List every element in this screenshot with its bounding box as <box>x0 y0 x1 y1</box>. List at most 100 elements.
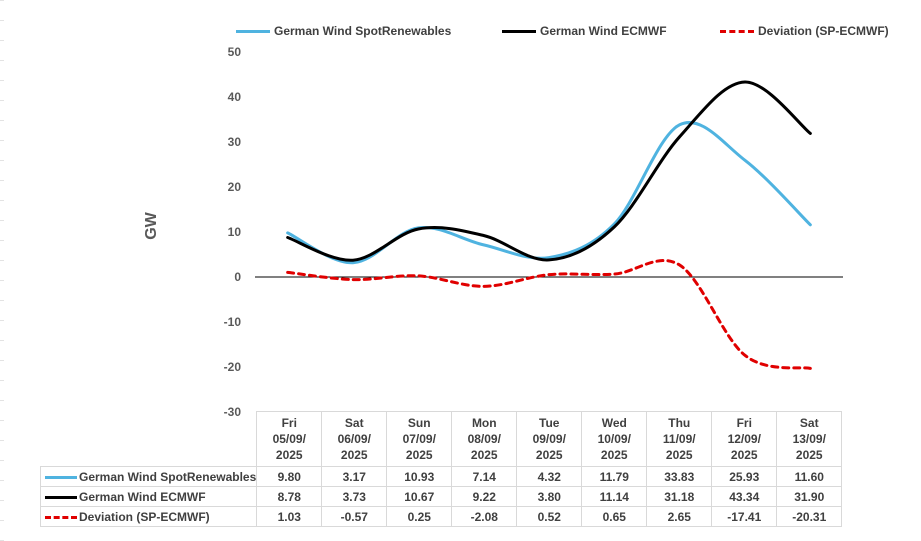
legend-item-ecmwf: German Wind ECMWF <box>502 24 667 38</box>
legend-swatch-ecmwf <box>502 29 536 33</box>
x-tick-label-line: 2025 <box>275 448 303 462</box>
table-row-label: German Wind SpotRenewables <box>39 466 258 487</box>
x-tick-label-line: 11/09/ <box>662 432 696 446</box>
legend-label-deviation: Deviation (SP-ECMWF) <box>758 24 889 38</box>
data-label: 11.79 <box>581 466 648 487</box>
table-row-label: Deviation (SP-ECMWF) <box>39 506 258 527</box>
x-tick-label-line: Wed <box>601 416 627 430</box>
x-tick-label-line: Mon <box>471 416 497 430</box>
x-tick-label: Tue 09/09/2025 <box>516 411 583 467</box>
y-tick-label: 20 <box>228 180 242 194</box>
x-tick-label-line: 2025 <box>795 448 823 462</box>
data-label: 11.60 <box>776 466 843 487</box>
data-label: 3.80 <box>516 486 583 507</box>
data-label: 43.34 <box>711 486 778 507</box>
x-tick-label-line: 05/09/ <box>272 432 306 446</box>
data-table: Fri 05/09/2025 Sat 06/09/2025 Sun 07/09/2025 M… <box>39 411 843 527</box>
data-label: 31.18 <box>646 486 713 507</box>
data-label: 7.14 <box>451 466 518 487</box>
data-label: -20.31 <box>776 506 843 527</box>
x-tick-label-line: Sat <box>344 416 364 430</box>
x-tick-label: Sun 07/09/2025 <box>386 411 453 467</box>
x-tick-label-line: Thu <box>668 416 691 430</box>
data-label: 9.22 <box>451 486 518 507</box>
legend: German Wind SpotRenewables German Wind E… <box>0 24 921 44</box>
x-tick-label: Fri 05/09/2025 <box>256 411 323 467</box>
y-tick-label: 50 <box>228 45 242 59</box>
x-tick-label-line: 12/09/ <box>727 432 761 446</box>
data-label: 8.78 <box>256 486 323 507</box>
data-label: 2.65 <box>646 506 713 527</box>
table-row: German Wind SpotRenewables 9.80 3.17 10.93 7… <box>39 466 843 487</box>
data-label: 33.83 <box>646 466 713 487</box>
x-tick-label-line: Sun <box>407 416 431 430</box>
x-tick-label-line: 10/09/ <box>597 432 631 446</box>
x-tick-label-line: 2025 <box>405 448 433 462</box>
y-tick-label: -10 <box>224 315 242 329</box>
data-label: -0.57 <box>321 506 388 527</box>
x-tick-label: Thu 11/09/2025 <box>646 411 713 467</box>
y-tick-label: -20 <box>224 360 242 374</box>
legend-item-deviation: Deviation (SP-ECMWF) <box>720 24 889 38</box>
x-tick-label: Wed 10/09/2025 <box>581 411 648 467</box>
x-tick-label-line: 2025 <box>535 448 563 462</box>
data-label: 0.52 <box>516 506 583 527</box>
y-tick-label: 0 <box>234 270 241 284</box>
series-line-ecmwf <box>286 80 812 262</box>
data-label: -17.41 <box>711 506 778 527</box>
table-row: Deviation (SP-ECMWF) 1.03 -0.57 0.25 -2.08 0.… <box>39 506 843 527</box>
data-label: 11.14 <box>581 486 648 507</box>
legend-swatch-spotrenewables <box>236 29 270 33</box>
table-row-label: German Wind ECMWF <box>39 486 258 507</box>
legend-swatch-deviation <box>720 29 754 33</box>
x-tick-label-line: Fri <box>736 416 752 430</box>
table-header-row: Fri 05/09/2025 Sat 06/09/2025 Sun 07/09/2025 M… <box>41 411 843 467</box>
x-tick-label-line: 2025 <box>730 448 758 462</box>
data-label: 0.25 <box>386 506 453 527</box>
legend-label-spotrenewables: German Wind SpotRenewables <box>274 24 452 38</box>
data-label: -2.08 <box>451 506 518 527</box>
y-tick-label: -30 <box>224 405 242 419</box>
x-tick-label-line: 13/09/ <box>792 432 826 446</box>
x-tick-label-line: 2025 <box>470 448 498 462</box>
data-label: 31.90 <box>776 486 843 507</box>
x-tick-label-line: 2025 <box>600 448 628 462</box>
data-label: 3.17 <box>321 466 388 487</box>
x-tick-label: Mon 08/09/2025 <box>451 411 518 467</box>
x-tick-label-line: 09/09/ <box>532 432 566 446</box>
data-label: 10.93 <box>386 466 453 487</box>
series-line-spotrenewables <box>286 121 812 265</box>
x-tick-label: Sat 13/09/2025 <box>776 411 843 467</box>
y-tick-label: 10 <box>228 225 242 239</box>
x-tick-label-line: 06/09/ <box>337 432 371 446</box>
table-row-series-name: German Wind ECMWF <box>79 489 206 504</box>
x-tick-label-line: Tue <box>539 416 560 430</box>
series-line-deviation <box>286 259 812 370</box>
table-row: German Wind ECMWF 8.78 3.73 10.67 9.22 3.80 11… <box>39 486 843 507</box>
data-label: 4.32 <box>516 466 583 487</box>
data-label: 0.65 <box>581 506 648 527</box>
table-row-legend-key <box>45 515 77 519</box>
x-tick-label-line: 07/09/ <box>402 432 436 446</box>
table-row-series-name: Deviation (SP-ECMWF) <box>79 509 210 524</box>
x-tick-label-line: 08/09/ <box>467 432 501 446</box>
table-row-series-name: German Wind SpotRenewables <box>79 469 257 484</box>
table-row-legend-key <box>45 475 77 479</box>
x-tick-label-line: 2025 <box>665 448 693 462</box>
data-label: 3.73 <box>321 486 388 507</box>
table-corner-cell <box>41 412 257 467</box>
x-tick-label: Fri 12/09/2025 <box>711 411 778 467</box>
data-label: 10.67 <box>386 486 453 507</box>
table-row-legend-key <box>45 495 77 499</box>
y-tick-label: 30 <box>228 135 242 149</box>
x-tick-label-line: Fri <box>281 416 297 430</box>
data-label: 9.80 <box>256 466 323 487</box>
spreadsheet-gridlines <box>0 0 4 541</box>
x-tick-label-line: 2025 <box>340 448 368 462</box>
legend-item-spotrenewables: German Wind SpotRenewables <box>236 24 451 38</box>
x-tick-label: Sat 06/09/2025 <box>321 411 388 467</box>
data-label: 25.93 <box>711 466 778 487</box>
x-tick-label-line: Sat <box>799 416 819 430</box>
legend-label-ecmwf: German Wind ECMWF <box>540 24 667 38</box>
